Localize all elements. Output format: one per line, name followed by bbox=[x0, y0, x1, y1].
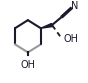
Text: OH: OH bbox=[20, 60, 35, 70]
Text: N: N bbox=[71, 1, 78, 11]
Polygon shape bbox=[41, 23, 53, 28]
Text: OH: OH bbox=[63, 35, 78, 44]
